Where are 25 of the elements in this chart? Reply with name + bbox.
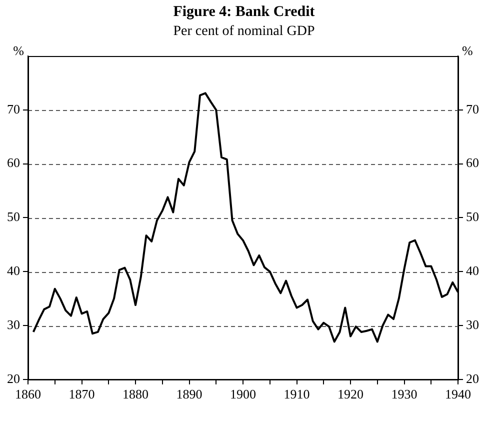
x-tick-label: 1920 [338,386,364,402]
chart-subtitle: Per cent of nominal GDP [172,24,316,40]
chart-title: Figure 4: Bank Credit [172,4,316,21]
y2-tick-label: 40 [466,263,479,278]
y-tick-label: 40 [7,263,20,278]
y-axis-title: % [13,42,24,58]
y-tick-label: 20 [7,370,20,386]
y-tick-label: 70 [7,101,20,116]
y2-tick-label: 70 [466,101,479,116]
x-tick-label: 1880 [122,386,148,402]
x-tick-label: 1890 [176,386,202,402]
y2-axis-title: % [462,42,473,58]
y2-tick-label: 20 [466,370,479,386]
x-tick-label: 1860 [15,386,41,402]
x-tick-label: 1910 [284,386,310,402]
x-tick-label: 1930 [391,386,418,402]
y2-tick-label: 60 [466,155,479,170]
x-tick-label: 1900 [230,386,256,402]
y2-tick-label: 30 [466,316,479,332]
x-tick-label: 1870 [68,386,95,402]
y-tick-label: 50 [7,209,20,224]
y-tick-label: 30 [7,316,20,332]
y2-tick-label: 50 [466,209,479,224]
y-tick-label: 60 [7,155,20,170]
x-tick-label: 1940 [445,386,471,402]
